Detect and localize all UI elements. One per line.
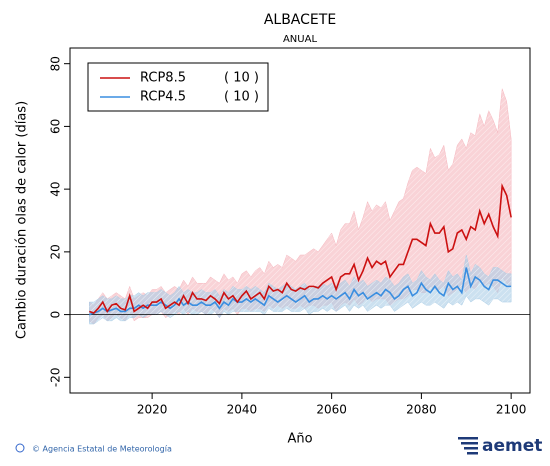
x-tick-label: 2060: [316, 403, 347, 417]
x-tick-label: 2100: [496, 403, 527, 417]
x-tick-label: 2040: [227, 403, 258, 417]
x-tick-label: 2080: [406, 403, 437, 417]
chart-title: ALBACETE: [264, 12, 336, 28]
x-axis-label: Año: [287, 432, 312, 447]
y-tick-label: -20: [49, 368, 63, 388]
y-tick-label: 0: [49, 311, 63, 319]
logo: aemet: [458, 436, 542, 456]
plot-frame: [69, 47, 531, 394]
x-tick-label: 2020: [137, 403, 168, 417]
logo-text: aemet: [482, 436, 542, 456]
band-hatch: [89, 88, 512, 324]
y-tick-label: 40: [49, 181, 63, 196]
series-line: [89, 267, 512, 316]
credit-icon: [15, 443, 25, 453]
legend-label: RCP4.5: [140, 90, 186, 105]
legend-box: [87, 62, 269, 112]
footer-credit: © Agencia Estatal de Meteorología: [15, 443, 172, 454]
legend-note: ( 10 ): [224, 71, 259, 86]
legend-label: RCP8.5: [140, 71, 186, 86]
y-tick-label: 20: [49, 244, 63, 259]
legend: RCP8.5 ( 10 ) RCP4.5 ( 10 ): [87, 62, 269, 112]
credit-text: © Agencia Estatal de Meteorología: [32, 445, 172, 454]
chart-subtitle: ANUAL: [283, 34, 317, 45]
band-hatch: [89, 255, 512, 324]
y-tick-label: 80: [49, 56, 63, 71]
legend-note: ( 10 ): [224, 90, 259, 105]
y-tick-label: 60: [49, 119, 63, 134]
series-line: [89, 183, 512, 314]
y-axis-label: Cambio duración olas de calor (días): [15, 101, 30, 339]
logo-icon: [458, 437, 478, 455]
